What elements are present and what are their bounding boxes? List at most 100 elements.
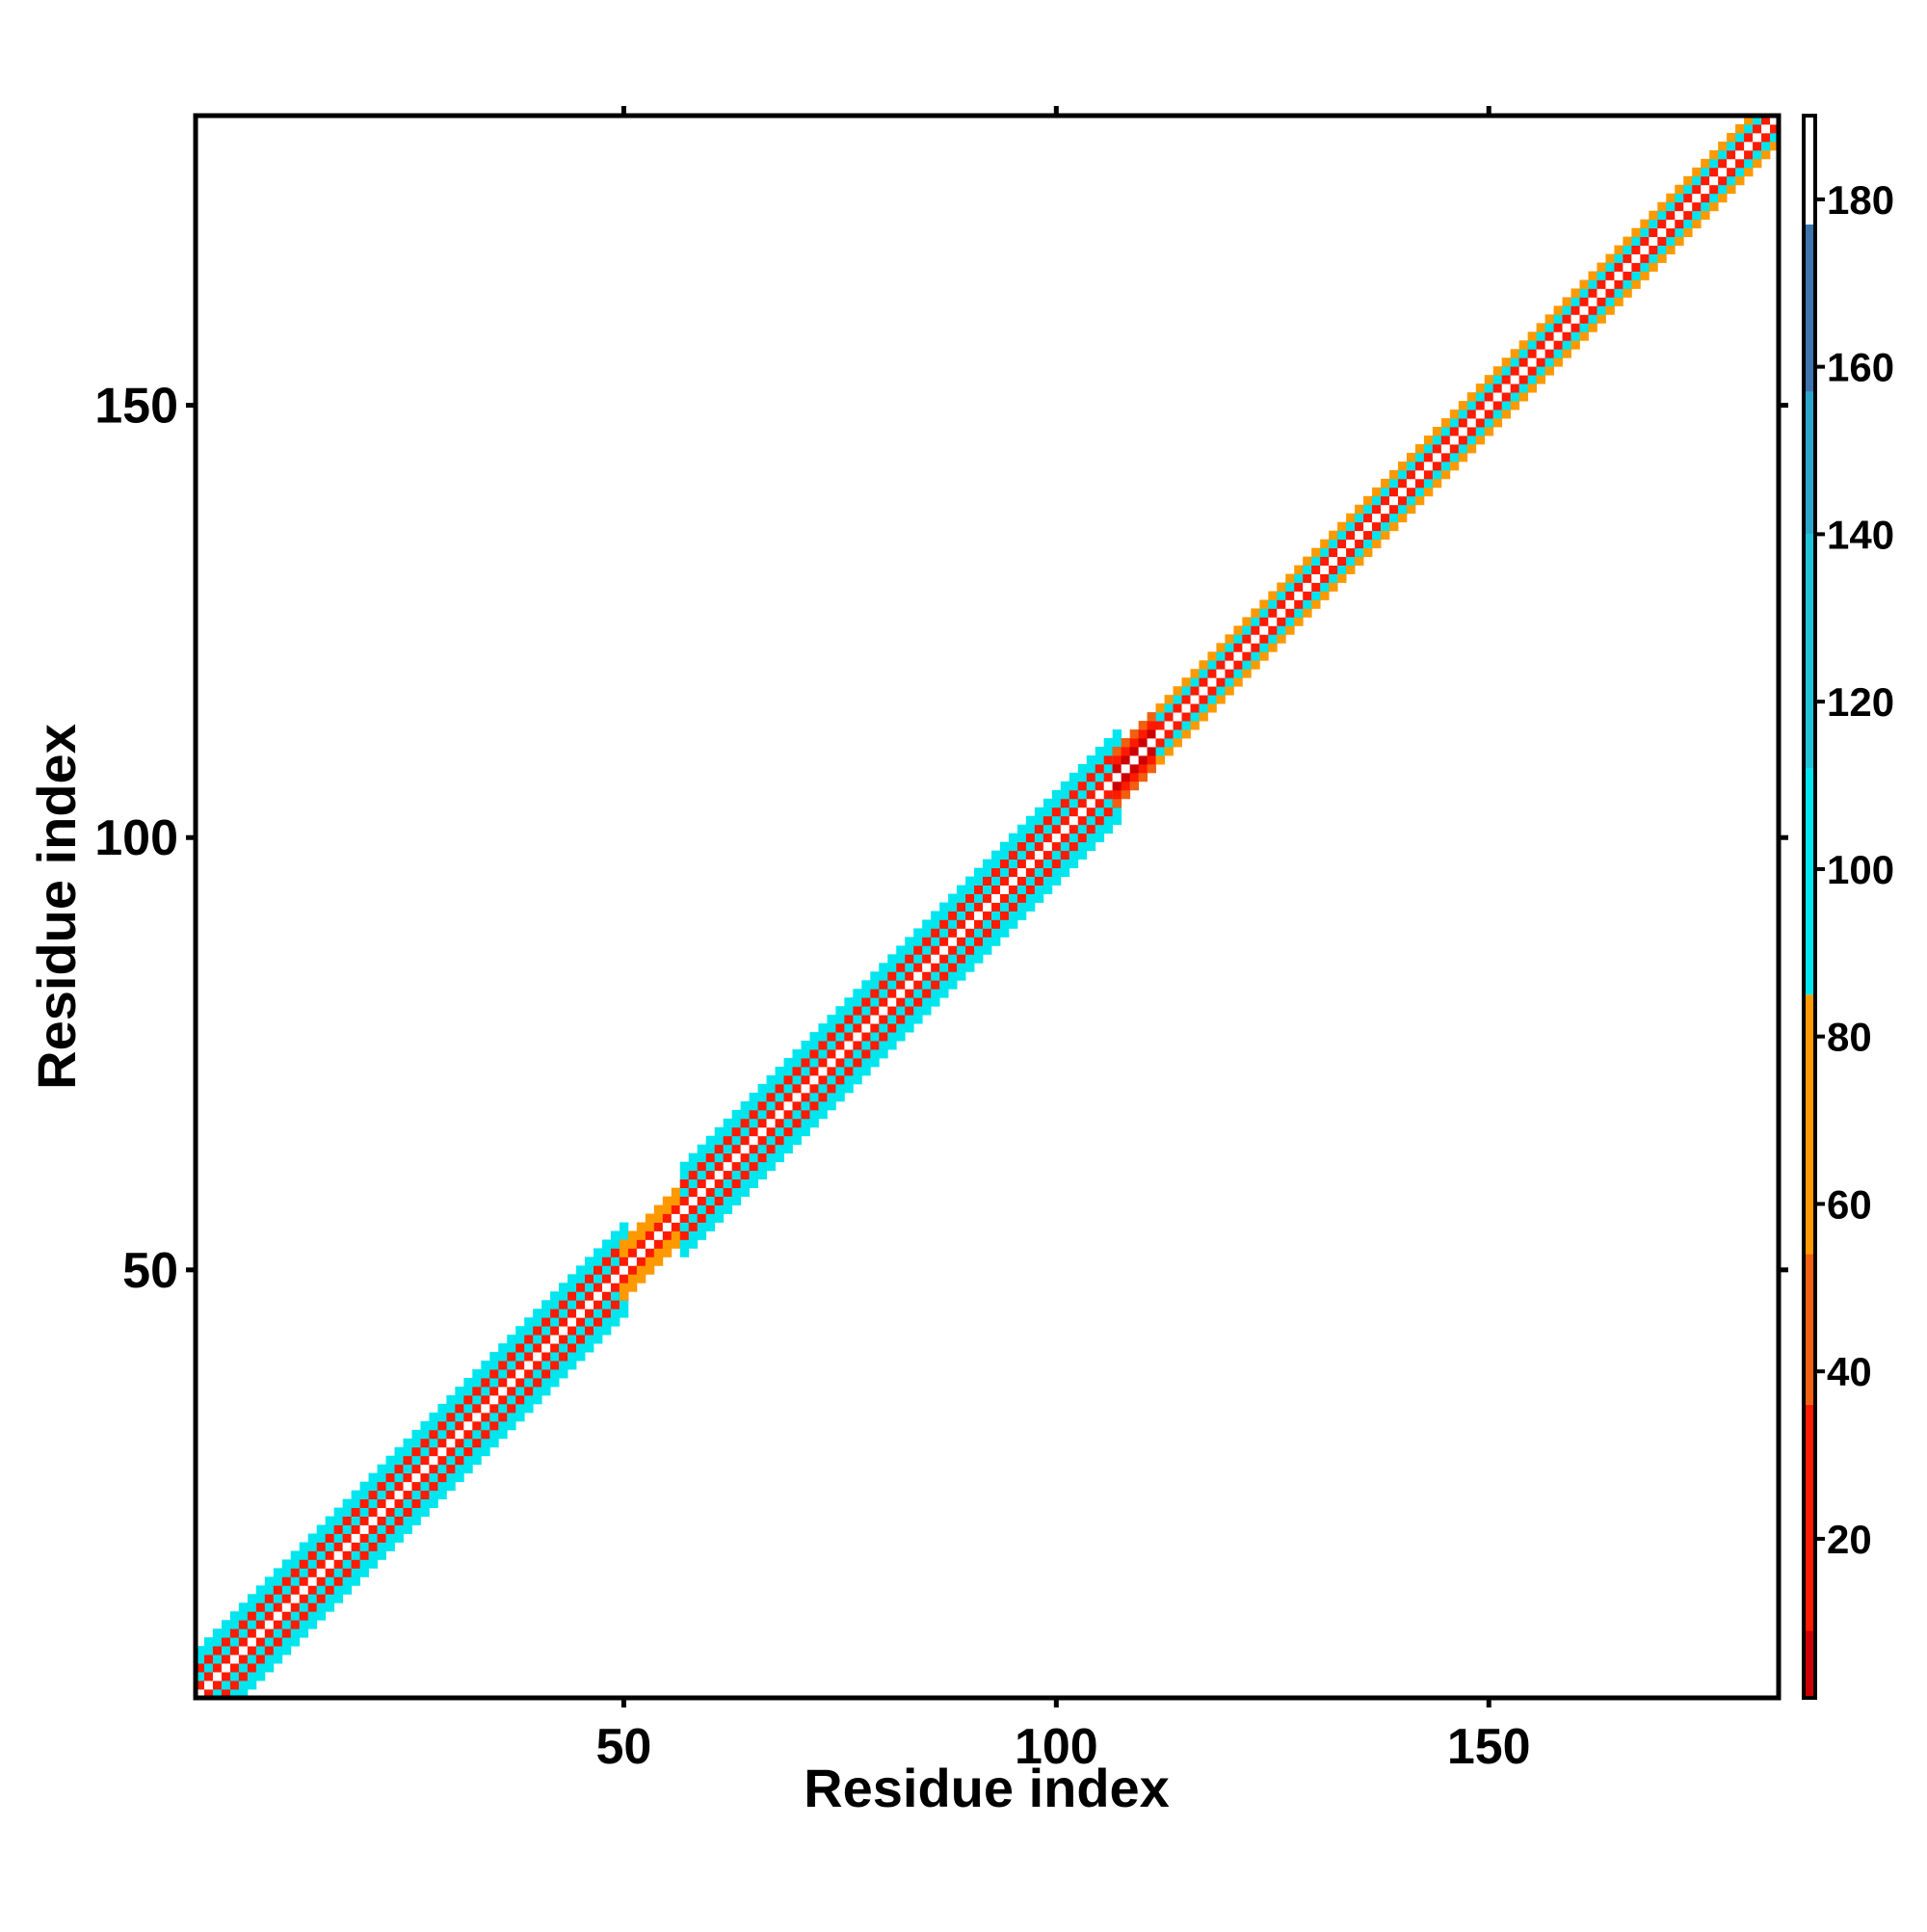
heatmap-cell	[325, 1594, 335, 1603]
heatmap-cell	[1320, 591, 1330, 600]
heatmap-cell	[636, 1239, 647, 1249]
heatmap-cell	[1016, 902, 1027, 912]
heatmap-cell	[524, 1352, 534, 1362]
heatmap-cell	[196, 1663, 205, 1673]
heatmap-cell	[1770, 123, 1780, 134]
heatmap-cell	[705, 1178, 716, 1189]
heatmap-cell	[896, 997, 906, 1007]
heatmap-cell	[212, 1663, 223, 1673]
heatmap-cell	[809, 1083, 819, 1094]
heatmap-cell	[1337, 573, 1347, 583]
heatmap-cell	[394, 1481, 404, 1492]
heatmap-cell	[965, 928, 975, 938]
heatmap-cell	[325, 1524, 335, 1534]
heatmap-cell	[1397, 469, 1408, 480]
heatmap-cell	[1735, 167, 1745, 177]
heatmap-cell	[1320, 539, 1330, 549]
heatmap-cell	[723, 1178, 733, 1189]
heatmap-cell	[887, 954, 897, 964]
heatmap-cell	[1077, 824, 1088, 834]
heatmap-cell	[1346, 547, 1356, 557]
heatmap-cell	[1709, 175, 1719, 186]
heatmap-cell	[1103, 815, 1114, 826]
heatmap-cell	[1025, 824, 1036, 834]
heatmap-cell	[662, 1204, 673, 1214]
heatmap-cell	[983, 893, 992, 903]
heatmap-cell	[1095, 833, 1105, 843]
heatmap-cell	[1423, 478, 1434, 489]
heatmap-cell	[333, 1559, 344, 1569]
heatmap-cell	[1294, 565, 1304, 574]
heatmap-cell	[948, 963, 958, 972]
heatmap-cell	[610, 1265, 620, 1275]
heatmap-cell	[1692, 167, 1702, 177]
heatmap-cell	[948, 928, 958, 938]
heatmap-cell	[1303, 608, 1312, 618]
heatmap-cell	[1277, 634, 1286, 644]
heatmap-cell	[775, 1074, 784, 1085]
heatmap-cell	[1709, 193, 1719, 203]
heatmap-cell	[679, 1204, 690, 1214]
heatmap-cell	[705, 1170, 716, 1180]
heatmap-cell	[455, 1412, 464, 1422]
heatmap-cell	[1423, 443, 1434, 454]
heatmap-cell	[429, 1446, 438, 1457]
heatmap-cell	[990, 867, 1001, 877]
heatmap-cell	[844, 1074, 854, 1085]
heatmap-cell	[1051, 867, 1062, 877]
heatmap-cell	[1518, 375, 1529, 384]
heatmap-cell	[1225, 686, 1234, 696]
heatmap-cell	[1701, 175, 1710, 186]
heatmap-cell	[1631, 245, 1641, 254]
heatmap-cell	[1501, 410, 1512, 419]
heatmap-cell	[1518, 357, 1529, 367]
heatmap-cell	[229, 1689, 240, 1699]
heatmap-cell	[1069, 841, 1079, 852]
heatmap-cell	[1588, 271, 1597, 280]
heatmap-cell	[974, 928, 984, 938]
heatmap-cell	[515, 1326, 525, 1336]
heatmap-cell	[238, 1602, 249, 1612]
heatmap-cell	[913, 954, 923, 964]
heatmap-cell	[1588, 279, 1597, 289]
heatmap-cell	[342, 1524, 353, 1534]
heatmap-cell	[1605, 288, 1615, 298]
heatmap-cell	[1077, 833, 1088, 843]
heatmap-cell	[1588, 314, 1597, 324]
heatmap-cell	[775, 1126, 784, 1137]
heatmap-cell	[325, 1516, 335, 1525]
heatmap-cell	[1553, 314, 1563, 324]
colorbar-tick-label: 140	[1827, 512, 1894, 557]
heatmap-cell	[1259, 625, 1269, 635]
heatmap-cell	[1207, 703, 1217, 713]
heatmap-cell	[281, 1559, 292, 1569]
colorbar-segment	[1804, 534, 1815, 769]
heatmap-cell	[766, 1144, 776, 1154]
heatmap-cell	[533, 1343, 542, 1353]
heatmap-cell	[446, 1412, 456, 1422]
heatmap-cell	[196, 1672, 205, 1681]
heatmap-cell	[792, 1049, 802, 1059]
heatmap-cell	[740, 1187, 750, 1197]
heatmap-cell	[411, 1498, 421, 1508]
heatmap-cell	[437, 1455, 447, 1466]
heatmap-cell	[1579, 279, 1589, 289]
heatmap-cell	[385, 1533, 395, 1543]
heatmap-cell	[688, 1152, 699, 1163]
heatmap-cell	[740, 1152, 750, 1163]
heatmap-cell	[1251, 617, 1260, 626]
heatmap-cell	[429, 1498, 438, 1508]
heatmap-cell	[455, 1403, 464, 1414]
heatmap-cell	[636, 1274, 647, 1284]
heatmap-cell	[299, 1628, 309, 1638]
heatmap-cell	[809, 1092, 819, 1102]
heatmap-cell	[1155, 738, 1165, 748]
heatmap-cell	[757, 1126, 767, 1137]
heatmap-cell	[697, 1144, 707, 1154]
heatmap-cell	[290, 1637, 301, 1647]
heatmap-cell	[559, 1361, 568, 1370]
heatmap-cell	[593, 1283, 603, 1292]
heatmap-cell	[1268, 591, 1278, 600]
heatmap-cell	[610, 1274, 620, 1284]
